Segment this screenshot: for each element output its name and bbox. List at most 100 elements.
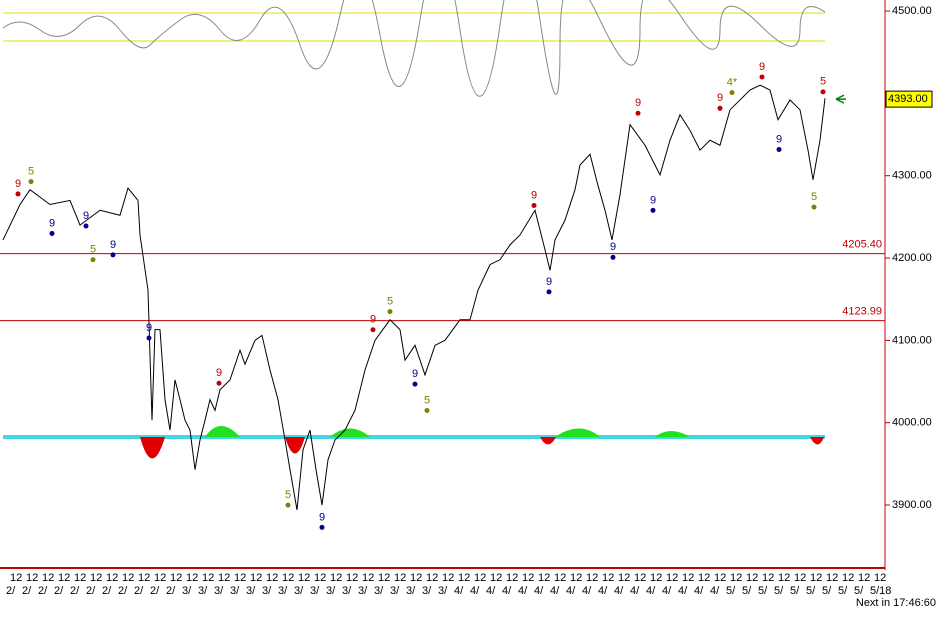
x-tick-bottom: 3/ (310, 585, 320, 597)
signal-dot (110, 252, 116, 258)
x-tick-bottom: 3/ (374, 585, 384, 597)
x-tick-bottom: 4/ (534, 585, 544, 597)
x-tick-bottom: 3/ (294, 585, 304, 597)
signal-dot (90, 257, 96, 263)
x-tick-bottom: 5/ (854, 585, 864, 597)
price-line (2, 84, 826, 511)
x-tick-top: 12 (42, 572, 54, 584)
signal-dot (28, 179, 34, 185)
x-tick-top: 12 (666, 572, 678, 584)
x-tick-top: 12 (218, 572, 230, 584)
signal-label: 5 (28, 165, 34, 177)
x-tick-bottom: 5/18 (870, 585, 891, 597)
x-tick-top: 12 (458, 572, 470, 584)
x-tick-top: 12 (106, 572, 118, 584)
x-tick-bottom: 4/ (566, 585, 576, 597)
signal-dot (546, 289, 552, 295)
signal-label: 9 (650, 194, 656, 206)
signal-dot (635, 110, 641, 116)
signal-dot (717, 105, 723, 111)
signal-label: 9 (635, 97, 641, 109)
histogram-pos (205, 426, 690, 437)
last-price-arrow (835, 94, 846, 104)
x-tick-bottom: 3/ (422, 585, 432, 597)
x-tick-top: 12 (746, 572, 758, 584)
x-tick-top: 12 (170, 572, 182, 584)
x-tick-top: 12 (506, 572, 518, 584)
x-tick-top: 12 (602, 572, 614, 584)
x-tick-bottom: 4/ (582, 585, 592, 597)
x-tick-bottom: 3/ (326, 585, 336, 597)
x-tick-bottom: 2/ (70, 585, 80, 597)
x-tick-top: 12 (538, 572, 550, 584)
x-tick-bottom: 4/ (662, 585, 672, 597)
x-tick-top: 12 (138, 572, 150, 584)
signal-label: 5 (285, 489, 291, 501)
x-tick-bottom: 5/ (726, 585, 736, 597)
x-tick-bottom: 4/ (598, 585, 608, 597)
x-tick-bottom: 2/ (6, 585, 16, 597)
x-tick-top: 12 (442, 572, 454, 584)
x-tick-bottom: 4/ (486, 585, 496, 597)
x-tick-top: 12 (362, 572, 374, 584)
signal-dot (412, 381, 418, 387)
x-tick-bottom: 3/ (262, 585, 272, 597)
signal-label: 9 (610, 241, 616, 253)
signal-dot (650, 207, 656, 213)
x-tick-top: 12 (74, 572, 86, 584)
x-tick-bottom: 3/ (182, 585, 192, 597)
x-tick-bottom: 5/ (838, 585, 848, 597)
signal-label: 5 (90, 244, 96, 256)
x-tick-top: 12 (794, 572, 806, 584)
signal-label: 9 (412, 368, 418, 380)
x-tick-bottom: 3/ (198, 585, 208, 597)
x-tick-bottom: 4/ (518, 585, 528, 597)
signal-dot (610, 254, 616, 260)
x-tick-bottom: 2/ (22, 585, 32, 597)
signal-label: 4* (727, 77, 738, 89)
x-tick-bottom: 3/ (278, 585, 288, 597)
signal-label: 9 (759, 61, 765, 73)
x-tick-top: 12 (762, 572, 774, 584)
signal-label: 9 (531, 189, 537, 201)
x-tick-bottom: 5/ (806, 585, 816, 597)
x-tick-top: 12 (154, 572, 166, 584)
x-tick-bottom: 5/ (742, 585, 752, 597)
x-tick-top: 12 (570, 572, 582, 584)
x-tick-bottom: 3/ (406, 585, 416, 597)
x-tick-bottom: 4/ (614, 585, 624, 597)
x-tick-top: 12 (586, 572, 598, 584)
signal-label: 5 (424, 394, 430, 406)
x-tick-bottom: 3/ (246, 585, 256, 597)
signal-label: 5 (811, 191, 817, 203)
y-tick-label: 4200.00 (892, 252, 932, 264)
x-tick-bottom: 3/ (214, 585, 224, 597)
signal-dot (759, 74, 765, 80)
x-tick-top: 12 (282, 572, 294, 584)
signal-dot (370, 327, 376, 333)
x-tick-top: 12 (730, 572, 742, 584)
x-tick-bottom: 3/ (438, 585, 448, 597)
x-tick-bottom: 5/ (822, 585, 832, 597)
signal-label: 9 (146, 322, 152, 334)
x-tick-bottom: 3/ (390, 585, 400, 597)
x-tick-top: 12 (874, 572, 886, 584)
signal-dot (387, 309, 393, 315)
signal-dot (146, 335, 152, 341)
x-tick-bottom: 4/ (646, 585, 656, 597)
signal-label: 9 (49, 217, 55, 229)
x-tick-bottom: 2/ (118, 585, 128, 597)
x-tick-bottom: 2/ (38, 585, 48, 597)
footer: Next in 17:46:60 (856, 597, 936, 609)
x-tick-top: 12 (122, 572, 134, 584)
x-tick-bottom: 3/ (342, 585, 352, 597)
x-tick-bottom: 4/ (454, 585, 464, 597)
signal-dot (83, 223, 89, 229)
signal-label: 9 (776, 133, 782, 145)
level-label: 4123.99 (842, 306, 882, 318)
x-tick-top: 12 (682, 572, 694, 584)
signal-label: 9 (216, 367, 222, 379)
signal-dot (729, 90, 735, 96)
signal-label: 9 (370, 314, 376, 326)
